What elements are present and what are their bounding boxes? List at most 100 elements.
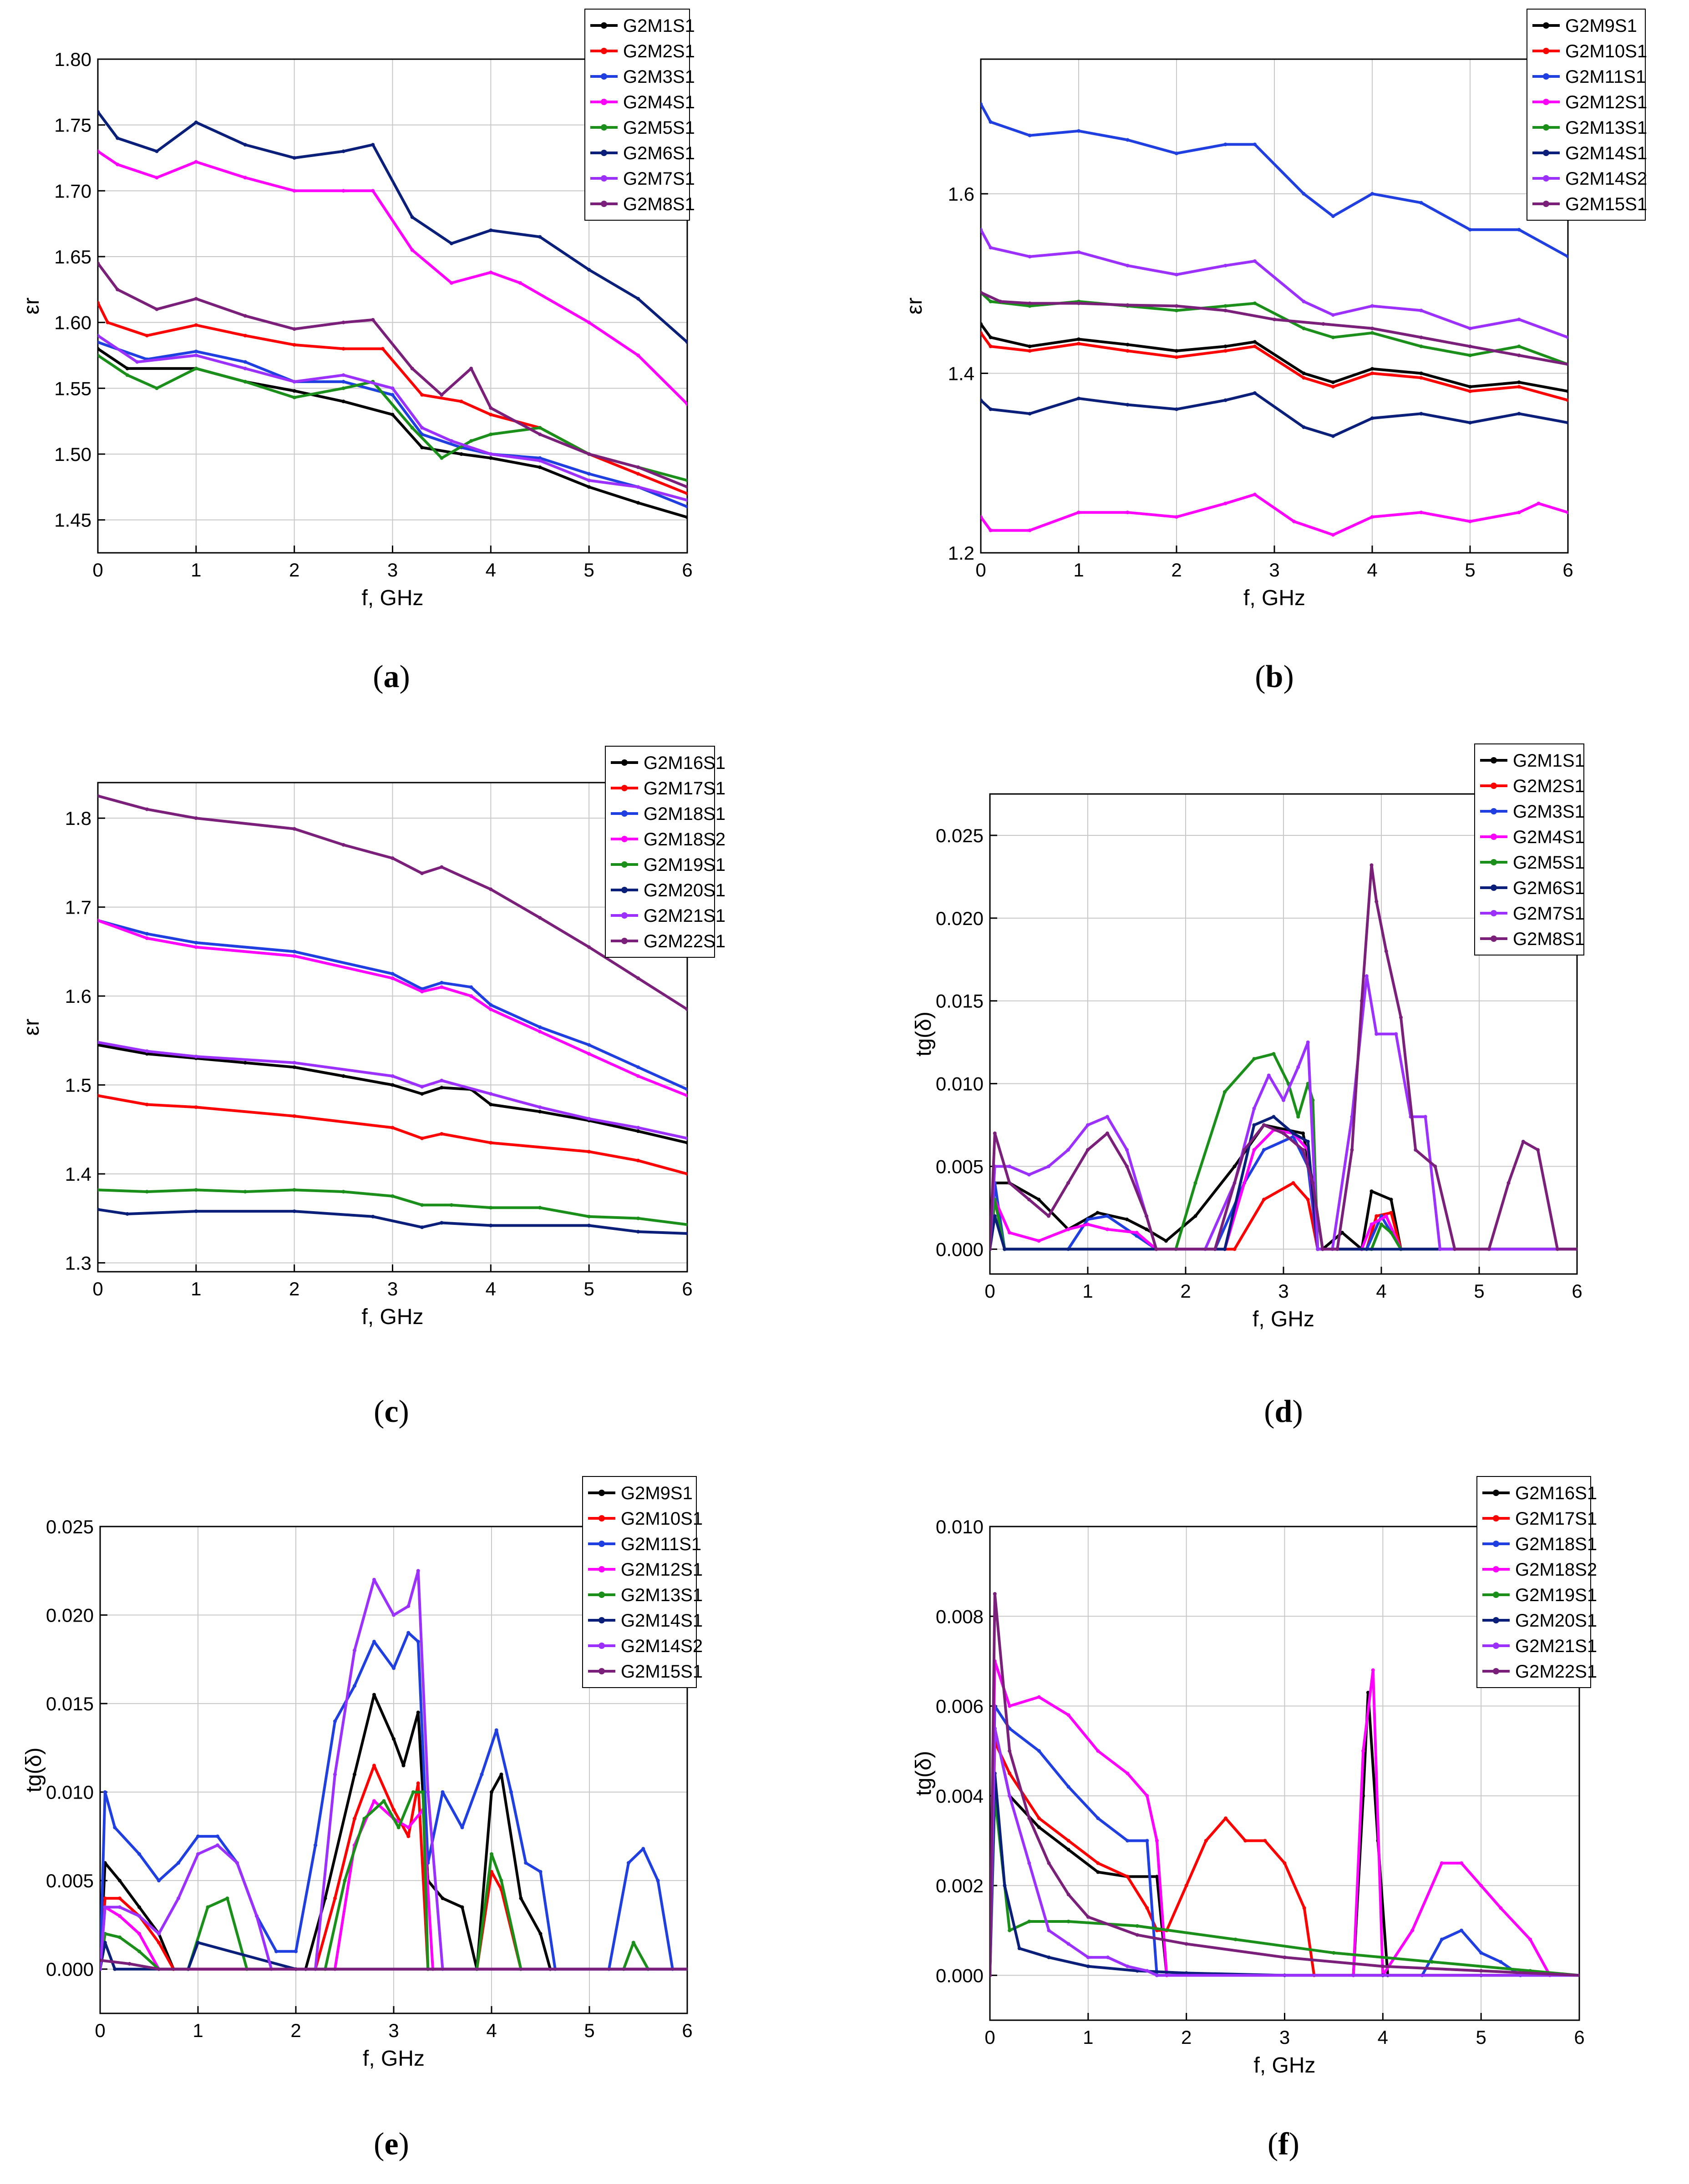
data-point-G2M13S1 (118, 1935, 122, 1939)
data-point-G2M18S2 (1361, 1749, 1365, 1753)
data-point-G2M8S1 (155, 307, 159, 311)
data-point-G2M6S1 (538, 235, 542, 239)
data-point-G2M2S1 (459, 399, 463, 404)
series-line-G2M8S1 (98, 262, 687, 489)
data-point-G2M11S1 (656, 1879, 660, 1883)
chart-panel-d: 0 1 2 3 4 5 6 0.000 0.005 0.010 0.015 0.020 0.025 f, … (912, 743, 1585, 1429)
data-point-G2M21S1 (538, 1105, 542, 1109)
data-point-G2M8S1 (1536, 1148, 1540, 1152)
data-point-G2M11S1 (333, 1719, 337, 1723)
data-point-G2M5S1 (341, 386, 345, 390)
data-point-G2M21S1 (98, 1040, 100, 1044)
data-point-G2M16S1 (391, 1083, 395, 1087)
y-tick-label: 0.015 (936, 991, 984, 1012)
data-point-G2M9S1 (353, 1772, 356, 1776)
data-point-G2M12S1 (1292, 519, 1296, 523)
data-point-G2M14S2 (1566, 335, 1568, 339)
data-point-G2M7S1 (636, 485, 640, 489)
data-point-G2M8S1 (1243, 1148, 1246, 1152)
data-point-G2M10S1 (416, 1781, 420, 1785)
data-point-G2M18S1 (1440, 1937, 1444, 1941)
data-point-G2M8S1 (1433, 1164, 1437, 1168)
data-point-G2M13S1 (1468, 354, 1472, 357)
data-point-G2M7S1 (1316, 1247, 1320, 1251)
data-point-G2M8S1 (538, 432, 542, 436)
legend-marker-G2M16S1 (621, 759, 628, 766)
data-point-G2M18S2 (1066, 1713, 1070, 1717)
data-point-G2M18S2 (1371, 1668, 1375, 1672)
y-tick-label: 0.020 (936, 908, 984, 929)
x-tick-label: 2 (1171, 559, 1182, 581)
data-point-G2M11S1 (1223, 142, 1227, 147)
data-point-G2M7S1 (1066, 1148, 1070, 1152)
data-point-G2M17S1 (194, 1105, 198, 1109)
data-point-G2M4S1 (1066, 1227, 1070, 1231)
data-point-G2M9S1 (1370, 367, 1374, 371)
x-tick-label: 2 (290, 2020, 301, 2041)
data-point-G2M2S1 (106, 320, 110, 324)
y-tick-label: 1.6 (65, 986, 91, 1007)
data-point-G2M14S2 (392, 1613, 396, 1617)
data-point-G2M19S1 (1066, 1920, 1070, 1923)
y-tick-label: 0.006 (936, 1696, 984, 1717)
data-point-G2M11S1 (989, 120, 993, 124)
data-point-G2M7S1 (194, 354, 198, 357)
data-point-G2M18S2 (420, 990, 424, 994)
data-point-G2M1S1 (1096, 1211, 1100, 1215)
data-point-G2M14S1 (1077, 396, 1080, 400)
data-point-G2M20S1 (636, 1230, 640, 1234)
legend-label-G2M20S1: G2M20S1 (1515, 1611, 1597, 1631)
data-point-G2M13S1 (1223, 304, 1227, 308)
data-point-G2M16S1 (1037, 1825, 1041, 1829)
data-point-G2M11S1 (406, 1631, 411, 1635)
data-point-G2M12S1 (1028, 528, 1032, 532)
data-point-G2M1S1 (1389, 1198, 1393, 1202)
data-point-G2M9S1 (519, 1896, 523, 1901)
data-point-G2M10S1 (1331, 385, 1335, 389)
data-point-G2M11S1 (460, 1825, 464, 1830)
y-tick-label: 1.7 (65, 897, 91, 918)
subfigure-caption-c: (c) (374, 1394, 409, 1429)
data-point-G2M19S1 (98, 1188, 100, 1192)
data-point-G2M14S2 (426, 1790, 430, 1794)
data-point-G2M8S1 (194, 297, 198, 301)
x-tick-label: 1 (1083, 2027, 1093, 2048)
data-point-G2M10S1 (1302, 376, 1306, 380)
data-point-G2M7S1 (1394, 1032, 1398, 1036)
legend-marker-G2M16S1 (1493, 1490, 1499, 1496)
series-line-G2M4S1 (990, 1128, 1577, 1251)
y-tick-label: 1.8 (65, 808, 91, 829)
data-point-G2M11S1 (113, 1825, 117, 1830)
data-point-G2M14S2 (1028, 255, 1032, 258)
data-point-G2M17S1 (1283, 1861, 1287, 1865)
subfigure-caption-d: (d) (1264, 1394, 1303, 1429)
data-point-G2M19S1 (685, 1223, 687, 1227)
data-point-G2M21S1 (440, 1078, 444, 1082)
data-point-G2M20S1 (440, 1221, 444, 1225)
data-point-G2M11S1 (392, 1666, 396, 1670)
y-tick-label: 1.4 (65, 1163, 91, 1185)
data-point-G2M14S2 (1077, 250, 1080, 254)
y-tick-label: 1.75 (54, 115, 91, 136)
data-point-G2M4S1 (489, 270, 493, 274)
data-point-G2M14S1 (196, 1941, 200, 1945)
legend-label-G2M21S1: G2M21S1 (1515, 1636, 1597, 1656)
data-point-G2M18S1 (1460, 1928, 1463, 1932)
data-point-G2M7S1 (1364, 974, 1369, 978)
legend-label-G2M17S1: G2M17S1 (1515, 1509, 1597, 1529)
data-point-G2M3S1 (391, 393, 395, 397)
data-point-G2M21S1 (587, 1117, 591, 1121)
data-point-G2M11S1 (353, 1684, 356, 1688)
data-point-G2M19S1 (391, 1194, 395, 1198)
legend-marker-G2M8S1 (1491, 935, 1497, 942)
data-point-G2M10S1 (1370, 371, 1374, 375)
data-point-G2M16S1 (1096, 1870, 1100, 1874)
data-point-G2M15S1 (685, 1967, 687, 1971)
data-point-G2M19S1 (587, 1214, 591, 1218)
data-point-G2M12S1 (1175, 515, 1178, 519)
data-point-G2M15S1 (127, 1962, 132, 1966)
data-point-G2M14S2 (1331, 313, 1335, 317)
data-point-G2M19S1 (243, 1190, 247, 1194)
data-point-G2M14S2 (1517, 318, 1521, 322)
data-point-G2M14S2 (100, 1967, 102, 1971)
